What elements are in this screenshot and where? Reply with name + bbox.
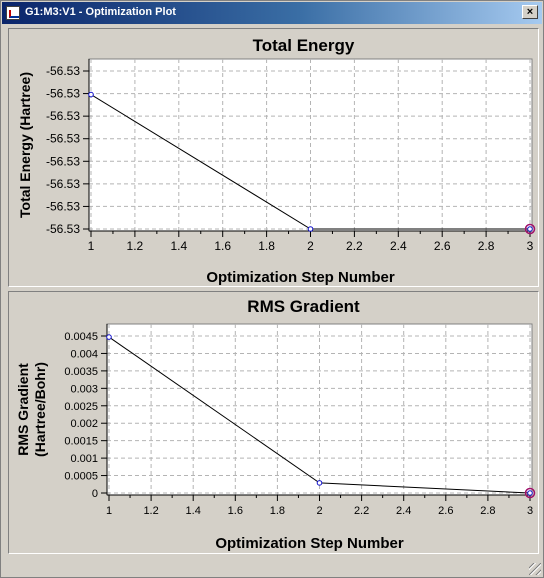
y-tick-label: 0.0035 [64, 366, 98, 378]
x-tick-label: 3 [527, 505, 533, 517]
x-tick-label: 2.2 [346, 239, 363, 253]
y-axis-label: (Hartree/Bohr) [32, 362, 48, 457]
total-energy-panel: Total Energy 1 1.2 1.4 1.6 1.8 2 2.2 2.4 2.6 2.8 3 -… [8, 28, 539, 287]
current-step-marker[interactable] [524, 487, 536, 499]
y-axis-label: Total Energy (Hartree) [17, 72, 33, 218]
data-point[interactable] [106, 334, 112, 340]
y-tick-label: -56.53 [46, 109, 80, 123]
x-axis-label: Optimization Step Number [206, 269, 395, 286]
x-tick-label: 1.2 [143, 505, 158, 517]
y-tick-label: 0.0015 [64, 436, 98, 448]
data-point[interactable] [316, 480, 323, 486]
y-tick-label: -56.53 [46, 154, 80, 168]
total-energy-chart: Total Energy 1 1.2 1.4 1.6 1.8 2 2.2 2.4 2.6 2.8 3 -… [17, 36, 536, 286]
chart-title: RMS Gradient [247, 297, 360, 316]
resize-grip-icon[interactable] [529, 563, 541, 575]
app-icon[interactable] [6, 6, 20, 20]
y-tick-label: 0.001 [70, 453, 98, 465]
x-tick-label: 2 [307, 239, 314, 253]
y-tick-label: -56.53 [46, 199, 80, 213]
x-tick-label: 1 [106, 505, 112, 517]
y-axis-label: RMS Gradient [15, 363, 31, 456]
close-button[interactable]: × [522, 5, 538, 19]
x-tick-label: 1.6 [214, 239, 231, 253]
data-point[interactable] [527, 226, 533, 232]
x-tick-label: 2.4 [396, 505, 411, 517]
x-tick-label: 1.4 [170, 239, 187, 253]
y-tick-label: -56.53 [46, 64, 80, 78]
x-tick-label: 2.6 [438, 505, 453, 517]
y-tick-label: 0.002 [70, 418, 98, 430]
y-tick-label: 0.0025 [64, 401, 98, 413]
x-tick-label: 2.6 [434, 239, 451, 253]
x-tick-label: 1.2 [127, 239, 144, 253]
x-tick-label: 2.2 [354, 505, 369, 517]
x-tick-label: 2.8 [478, 239, 495, 253]
title-bar[interactable]: G1:M3:V1 - Optimization Plot × [2, 2, 542, 24]
x-tick-label: 2.4 [390, 239, 407, 253]
y-tick-label: -56.53 [46, 177, 80, 191]
x-tick-label: 1 [88, 239, 95, 253]
y-tick-label: -56.53 [46, 222, 80, 236]
x-axis-label: Optimization Step Number [215, 535, 404, 552]
x-tick-label: 2 [316, 505, 322, 517]
current-step-marker[interactable] [524, 223, 536, 235]
x-tick-label: 1.6 [228, 505, 243, 517]
window-title: G1:M3:V1 - Optimization Plot [25, 6, 176, 18]
y-tick-label: -56.53 [46, 132, 80, 146]
chart-title: Total Energy [253, 36, 355, 55]
x-tick-label: 1.8 [270, 505, 285, 517]
x-tick-label: 1.8 [258, 239, 275, 253]
data-point[interactable] [527, 490, 533, 496]
y-tick-label: 0.003 [70, 383, 98, 395]
x-tick-label: 2.8 [480, 505, 495, 517]
y-tick-label: -56.53 [46, 87, 80, 101]
rms-gradient-panel: RMS Gradient 1 1.2 1.4 1.6 1.8 2 2.2 2.4 2.6 2.8 3 0… [8, 291, 539, 554]
y-tick-label: 0 [92, 488, 98, 500]
data-point[interactable] [88, 91, 94, 98]
x-tick-label: 1.4 [186, 505, 201, 517]
y-tick-label: 0.0045 [64, 331, 98, 343]
y-tick-label: 0.004 [70, 348, 98, 360]
x-tick-label: 3 [527, 239, 534, 253]
y-tick-label: 0.0005 [64, 471, 98, 483]
data-point[interactable] [307, 226, 314, 232]
rms-gradient-chart: RMS Gradient 1 1.2 1.4 1.6 1.8 2 2.2 2.4 2.6 2.8 3 0… [15, 297, 536, 552]
